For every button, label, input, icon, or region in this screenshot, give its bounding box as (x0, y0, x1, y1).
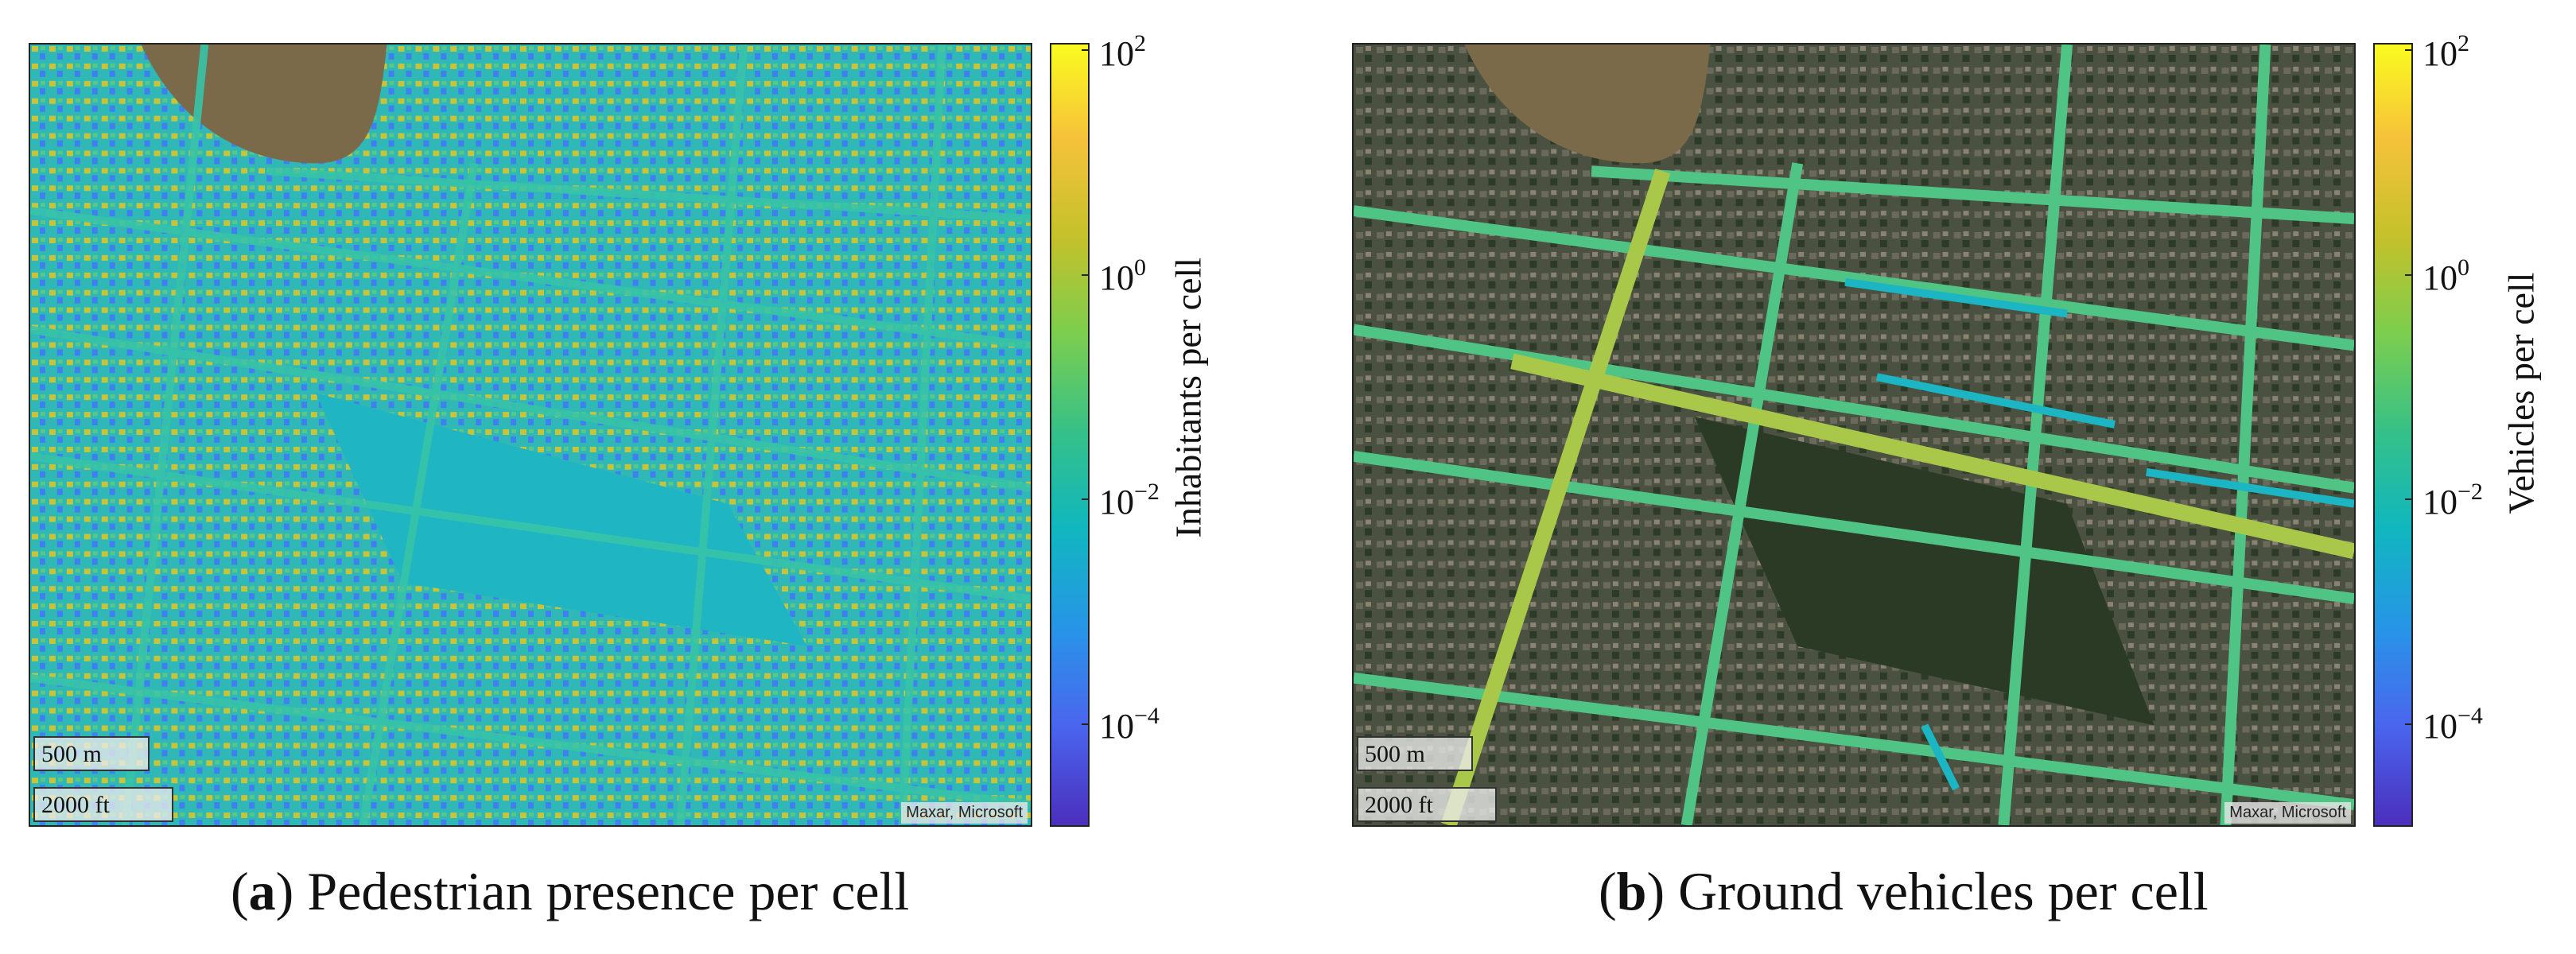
tick-label: 102 (2423, 30, 2469, 73)
pedestrian-colorbar-label: Inhabitants per cell (1168, 257, 1209, 538)
scale-bar-imperial: 2000 ft (1357, 787, 1497, 822)
tick-label: 10−2 (1099, 479, 1160, 522)
vehicle-heatmap-svg (1354, 45, 2354, 825)
street-network (30, 45, 1031, 825)
tick-label: 100 (1099, 254, 1146, 297)
vehicle-colorbar (2373, 43, 2413, 827)
park-area (1694, 417, 2154, 726)
tick-label: 10−4 (1099, 703, 1160, 746)
map-attribution: Maxar, Microsoft (2224, 802, 2351, 824)
street-network (1354, 45, 2354, 825)
tick-label: 102 (1099, 30, 1146, 73)
vehicle-map: 500 m 2000 ft Maxar, Microsoft (1352, 43, 2356, 827)
scale-bar-metric: 500 m (1357, 736, 1473, 771)
caption-a: (a) Pedestrian presence per cell (231, 861, 910, 921)
tick-label: 10−4 (2423, 703, 2483, 746)
main-roads (1441, 169, 2354, 825)
pedestrian-map: 500 m 2000 ft Maxar, Microsoft (29, 43, 1032, 827)
caption-b: (b) Ground vehicles per cell (1599, 861, 2209, 921)
scale-bar-metric: 500 m (33, 736, 150, 771)
building-texture (30, 45, 1031, 825)
map-attribution: Maxar, Microsoft (901, 802, 1028, 824)
pedestrian-heatmap-svg (30, 45, 1031, 825)
tick-label: 10−2 (2423, 479, 2483, 522)
scale-bar-imperial: 2000 ft (33, 787, 173, 822)
pedestrian-colorbar (1050, 43, 1090, 827)
tick-label: 100 (2423, 254, 2469, 297)
vehicle-colorbar-label: Vehicles per cell (2500, 272, 2542, 514)
low-traffic-streets (1844, 277, 2354, 791)
park-area (315, 393, 807, 646)
